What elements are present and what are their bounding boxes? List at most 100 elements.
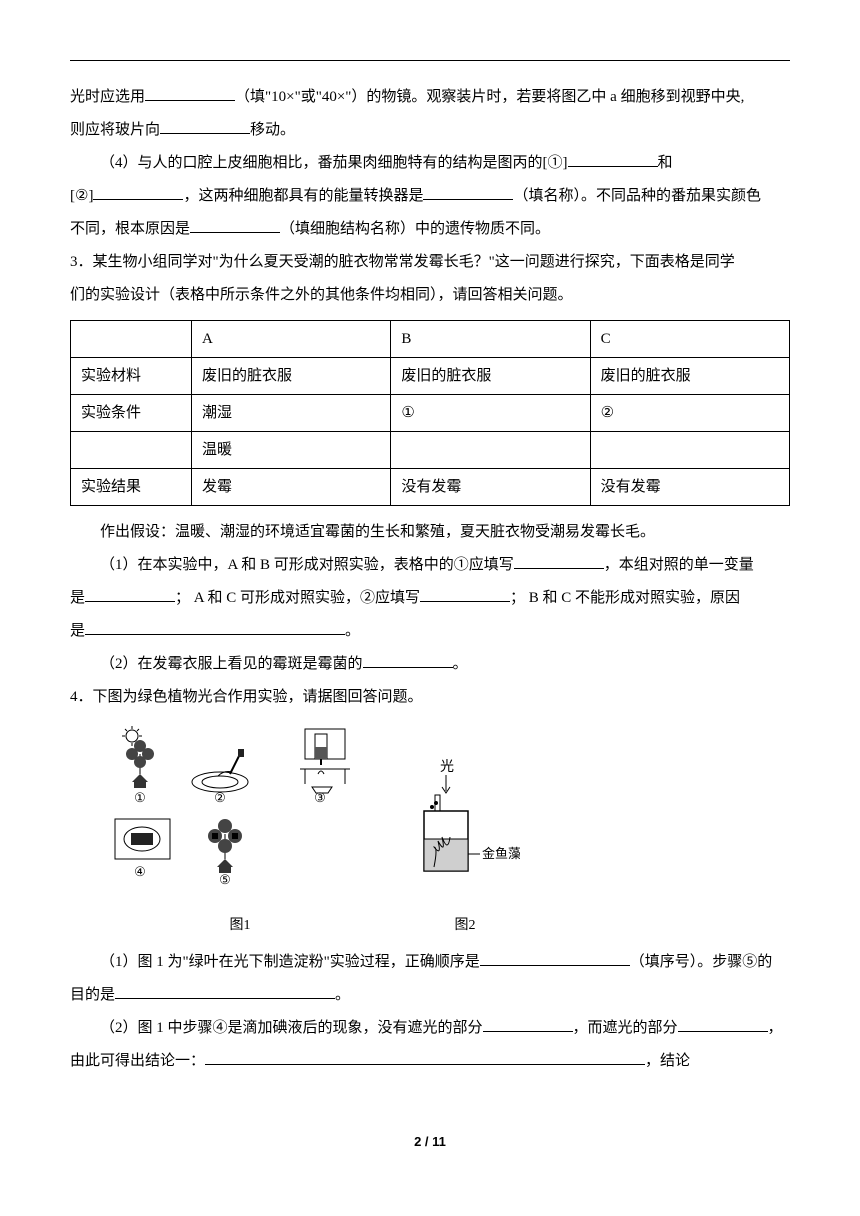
q3-hypothesis: 作出假设：温暖、潮湿的环境适宜霉菌的生长和繁殖，夏天脏衣物受潮易发霉长毛。 — [70, 516, 790, 549]
table-cell — [590, 432, 789, 469]
table-cell: 实验材料 — [71, 358, 192, 395]
table-cell — [71, 321, 192, 358]
q3-stem-line1: 3．某生物小组同学对"为什么夏天受潮的脏衣物常常发霉长毛？"这一问题进行探究，下… — [70, 246, 790, 279]
text: [②] — [70, 188, 93, 204]
page-number: 2 / 11 — [70, 1128, 790, 1157]
text: ，而遮光的部分 — [573, 1020, 678, 1036]
text: 。 — [335, 987, 350, 1003]
step-label: ⑤ — [219, 872, 231, 887]
text: 光时应选用 — [70, 89, 145, 105]
text: （2）图 1 中步骤④是滴加碘液后的现象，没有遮光的部分 — [100, 1020, 483, 1036]
table-cell — [71, 432, 192, 469]
table-cell: 潮湿 — [192, 395, 391, 432]
blank — [678, 1016, 768, 1032]
blank — [160, 118, 250, 134]
text: ； A 和 C 可形成对照实验，②应填写 — [175, 590, 420, 606]
algae-label: 金鱼藻 — [482, 846, 520, 861]
q4-2-line1: （2）图 1 中步骤④是滴加碘液后的现象，没有遮光的部分 ，而遮光的部分 ， — [70, 1012, 790, 1045]
blank — [145, 85, 235, 101]
intro-line2: 则应将玻片向 移动。 — [70, 114, 790, 147]
blank — [483, 1016, 573, 1032]
q3-1-line1: （1）在本实验中，A 和 B 可形成对照实验，表格中的①应填写 ，本组对照的单一变… — [70, 549, 790, 582]
q2-4-line1: （4）与人的口腔上皮细胞相比，番茄果肉细胞特有的结构是图丙的[①] 和 — [70, 147, 790, 180]
step-label: ④ — [134, 864, 146, 879]
figure2-svg: 光 金鱼藻 — [410, 759, 520, 899]
text: 。 — [345, 623, 360, 639]
text: （填细胞结构名称）中的遗传物质不同。 — [280, 221, 550, 237]
text: （4）与人的口腔上皮细胞相比，番茄果肉细胞特有的结构是图丙的[①] — [100, 155, 568, 171]
text: （1）在本实验中，A 和 B 可形成对照实验，表格中的①应填写 — [100, 557, 514, 573]
table-cell: C — [590, 321, 789, 358]
figure-1: ① ② — [110, 724, 370, 936]
q3-stem-line2: 们的实验设计（表格中所示条件之外的其他条件均相同），请回答相关问题。 — [70, 279, 790, 312]
figure-2: 光 金鱼藻 图2 — [410, 759, 520, 936]
figure1-caption: 图1 — [110, 916, 370, 936]
blank — [85, 619, 345, 635]
figure2-caption: 图2 — [410, 916, 520, 936]
light-label: 光 — [440, 759, 454, 775]
table-cell: 废旧的脏衣服 — [590, 358, 789, 395]
blank — [205, 1049, 645, 1065]
q2-4-line2: [②] ，这两种细胞都具有的能量转换器是 （填名称）。不同品种的番茄果实颜色 — [70, 180, 790, 213]
text: ， — [768, 1020, 783, 1036]
text: 和 — [658, 155, 673, 171]
table-cell — [391, 432, 590, 469]
blank — [480, 950, 630, 966]
table-row: 实验材料 废旧的脏衣服 废旧的脏衣服 废旧的脏衣服 — [71, 358, 790, 395]
experiment-table: A B C 实验材料 废旧的脏衣服 废旧的脏衣服 废旧的脏衣服 实验条件 潮湿 … — [70, 320, 790, 506]
table-cell: 没有发霉 — [590, 469, 789, 506]
table-cell: 废旧的脏衣服 — [192, 358, 391, 395]
blank — [420, 586, 510, 602]
table-cell: ② — [590, 395, 789, 432]
table-cell: 废旧的脏衣服 — [391, 358, 590, 395]
text: （填名称）。不同品种的番茄果实颜色 — [513, 188, 761, 204]
text: 则应将玻片向 — [70, 122, 160, 138]
blank — [93, 184, 183, 200]
table-cell: A — [192, 321, 391, 358]
q4-1-line1: （1）图 1 为"绿叶在光下制造淀粉"实验过程，正确顺序是（填序号）。步骤⑤的 — [70, 946, 790, 979]
q2-4-line3: 不同，根本原因是 （填细胞结构名称）中的遗传物质不同。 — [70, 213, 790, 246]
blank — [514, 553, 604, 569]
table-row: 实验条件 潮湿 ① ② — [71, 395, 790, 432]
table-cell: 实验条件 — [71, 395, 192, 432]
text: ； B 和 C 不能形成对照实验，原因 — [510, 590, 740, 606]
table-cell: 没有发霉 — [391, 469, 590, 506]
top-divider — [70, 60, 790, 61]
text: ，本组对照的单一变量 — [604, 557, 754, 573]
figure-row: ① ② — [110, 724, 790, 936]
table-cell: ① — [391, 395, 590, 432]
text: 不同，根本原因是 — [70, 221, 190, 237]
text: 移动。 — [250, 122, 295, 138]
table-row: 温暖 — [71, 432, 790, 469]
q3-1-line3: 是。 — [70, 615, 790, 648]
step-label: ③ — [314, 790, 326, 805]
table-cell: 发霉 — [192, 469, 391, 506]
table-cell: B — [391, 321, 590, 358]
text: 是 — [70, 590, 85, 606]
text: ，这两种细胞都具有的能量转换器是 — [183, 188, 423, 204]
text: （填"10×"或"40×"）的物镜。观察装片时，若要将图乙中 a 细胞移到视野中… — [235, 89, 744, 105]
figure-container: ① ② — [110, 724, 790, 936]
blank — [423, 184, 513, 200]
page-number-text: 2 / 11 — [414, 1134, 446, 1149]
figure1-svg: ① ② — [110, 724, 370, 899]
table-row: 实验结果 发霉 没有发霉 没有发霉 — [71, 469, 790, 506]
blank — [115, 983, 335, 999]
text: ，结论 — [645, 1053, 690, 1069]
blank — [85, 586, 175, 602]
text: 是 — [70, 623, 85, 639]
page-container: 光时应选用 （填"10×"或"40×"）的物镜。观察装片时，若要将图乙中 a 细胞… — [0, 0, 860, 1196]
q4-1-line2: 目的是。 — [70, 979, 790, 1012]
blank — [568, 151, 658, 167]
text: （2）在发霉衣服上看见的霉斑是霉菌的 — [100, 656, 363, 672]
text: 。 — [453, 656, 468, 672]
table-cell: 温暖 — [192, 432, 391, 469]
text: （填序号）。步骤⑤的 — [630, 954, 773, 970]
q4-2-line2: 由此可得出结论一：，结论 — [70, 1045, 790, 1078]
q4-stem: 4．下图为绿色植物光合作用实验，请据图回答问题。 — [70, 681, 790, 714]
step-label: ① — [134, 790, 146, 805]
table-cell: 实验结果 — [71, 469, 192, 506]
blank — [363, 652, 453, 668]
q3-2: （2）在发霉衣服上看见的霉斑是霉菌的 。 — [70, 648, 790, 681]
blank — [190, 217, 280, 233]
